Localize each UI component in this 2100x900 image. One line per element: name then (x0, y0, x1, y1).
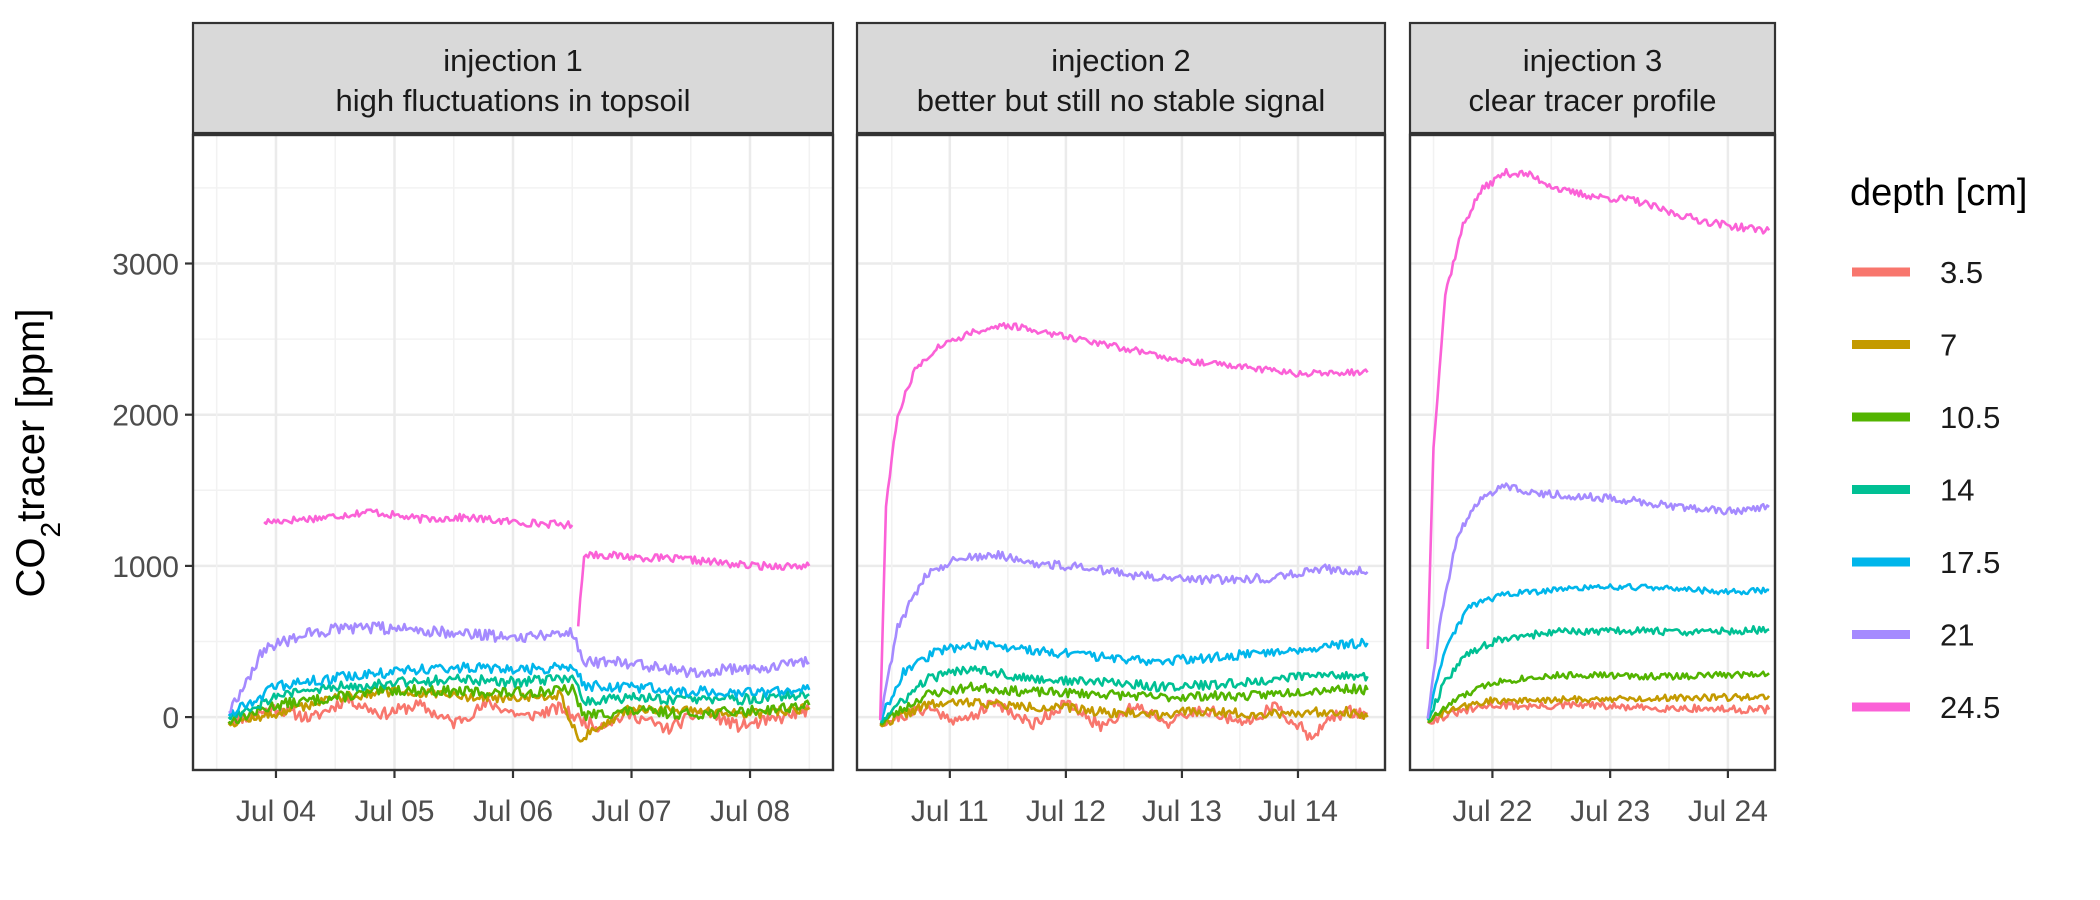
facet-strip (1408, 21, 1777, 135)
legend-item-3.5: 3.5 (1852, 255, 1983, 290)
facet-strip (191, 21, 835, 135)
series-line-17.5 (227, 661, 811, 717)
gridlines (1410, 135, 1775, 770)
x-tick-label: Jul 11 (911, 795, 989, 828)
series-line-10.5 (227, 683, 811, 725)
series-line-17.5 (879, 637, 1369, 722)
x-tick-label: Jul 23 (1570, 795, 1650, 828)
legend-label: 24.5 (1940, 690, 2000, 725)
series-layer (1426, 167, 1771, 725)
legend-title: depth [cm] (1850, 172, 2027, 214)
facet-strip (855, 21, 1387, 135)
series-line-21 (878, 550, 1369, 719)
series-line-17.5 (1426, 582, 1770, 719)
y-axis-title: CO2tracer [ppm] (9, 309, 66, 598)
x-tick-label: Jul 06 (473, 795, 553, 828)
x-tick-label: Jul 07 (591, 795, 671, 828)
legend-items: 3.5 7 10.5 14 17.5 21 24.5 (1852, 255, 2000, 725)
x-tick-label: Jul 22 (1452, 795, 1532, 828)
series-line-24.5 (576, 550, 811, 627)
series-line-14 (227, 673, 810, 721)
legend-item-10.5: 10.5 (1852, 400, 2000, 435)
x-tick-label: Jul 04 (236, 795, 316, 828)
series-line-3.5 (1426, 700, 1771, 725)
legend-label: 7 (1940, 328, 1957, 363)
legend-label: 17.5 (1940, 545, 2000, 580)
panel-border (855, 133, 1387, 772)
x-tick-label: Jul 05 (354, 795, 434, 828)
y-axis-title-prefix: CO (9, 537, 53, 597)
facet-strip-label: high fluctuations in topsoil (335, 83, 690, 118)
legend-item-14: 14 (1852, 473, 1974, 508)
series-line-24.5 (263, 508, 574, 530)
panel-2: injection 2 better but still no stable si… (855, 21, 1387, 828)
x-tick-label: Jul 13 (1142, 795, 1222, 828)
legend-label: 3.5 (1940, 255, 1983, 290)
y-tick-label: 0 (162, 702, 179, 735)
y-axis-title-subscript: 2 (35, 522, 66, 538)
legend-label: 21 (1940, 618, 1974, 653)
legend-label: 10.5 (1940, 400, 2000, 435)
series-line-21 (228, 621, 810, 714)
y-axis: 0 1000 2000 3000 (112, 249, 193, 735)
y-tick-label: 3000 (112, 249, 179, 282)
facet-strip-label: clear tracer profile (1468, 83, 1716, 118)
series-line-14 (1426, 625, 1770, 721)
legend-item-21: 21 (1852, 618, 1974, 653)
series-line-10.5 (879, 681, 1369, 726)
legend-item-7: 7 (1852, 328, 1957, 363)
series-line-10.5 (1427, 670, 1770, 724)
plot-area (1410, 135, 1775, 770)
facet-strip-label: injection 2 (1051, 43, 1191, 78)
legend-item-17.5: 17.5 (1852, 545, 2000, 580)
y-tick-label: 1000 (112, 551, 179, 584)
series-line-24.5 (1426, 167, 1771, 650)
panel-1: injection 1 high fluctuations in topsoil J… (191, 21, 835, 828)
x-tick-label: Jul 08 (710, 795, 790, 828)
y-axis-title-suffix: tracer [ppm] (9, 309, 53, 522)
gridlines (193, 135, 833, 770)
facet-strip-label: injection 1 (443, 43, 583, 78)
series-line-24.5 (878, 322, 1369, 721)
series-layer (878, 322, 1369, 741)
panel-3: injection 3 clear tracer profile Jul 22 Jul… (1408, 21, 1777, 828)
legend-item-24.5: 24.5 (1852, 690, 2000, 725)
series-layer (227, 508, 811, 743)
facet-strip-label: better but still no stable signal (917, 83, 1325, 118)
series-line-7 (879, 697, 1369, 728)
panel-border (1408, 133, 1777, 772)
x-tick-label: Jul 14 (1258, 795, 1338, 828)
series-line-7 (1427, 692, 1771, 723)
series-line-21 (1426, 482, 1770, 719)
y-tick-label: 2000 (112, 400, 179, 433)
x-tick-label: Jul 12 (1026, 795, 1106, 828)
legend-label: 14 (1940, 473, 1974, 508)
series-line-14 (879, 665, 1369, 724)
legend: depth [cm] 3.5 7 10.5 14 17.5 21 24.5 (1850, 172, 2027, 725)
panels-layer: injection 1 high fluctuations in topsoil J… (191, 21, 1777, 828)
facet-strip-label: injection 3 (1523, 43, 1663, 78)
x-tick-label: Jul 24 (1688, 795, 1768, 828)
